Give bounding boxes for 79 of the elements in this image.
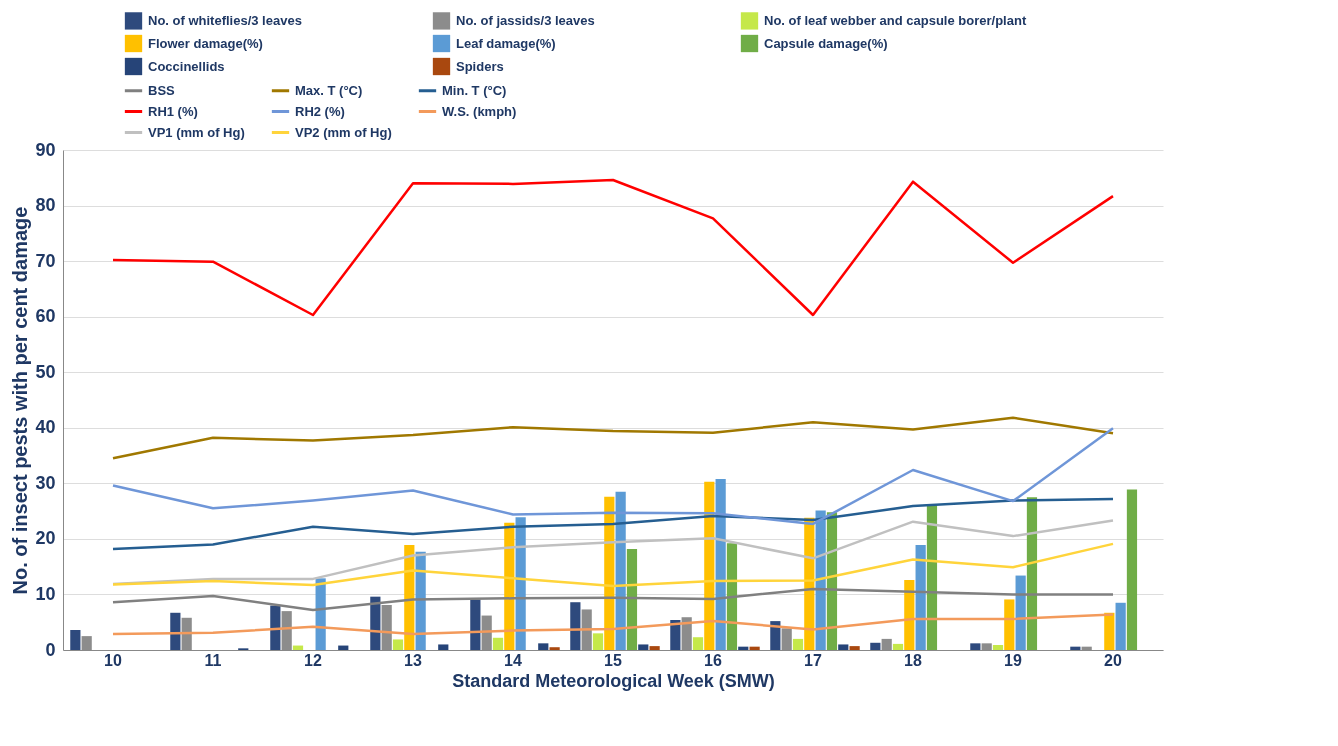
legend-label: VP1 (mm of Hg) [148,124,245,140]
legend-label: RH1 (%) [148,103,198,119]
y-axis-title: No. of insect pests with per cent damage [9,206,32,595]
line-series [111,613,1115,636]
legend-label: Coccinellids [148,58,225,74]
legend-label: Spiders [456,58,504,74]
line-series [111,416,1115,460]
bar [992,645,1004,650]
bar [1004,599,1015,650]
bar [470,599,481,650]
bar [870,642,881,650]
legend-label: BSS [148,82,176,98]
bar [438,644,449,650]
bar [592,633,604,650]
line-series [111,542,1115,588]
legend-label: Max. T (°C) [295,82,363,98]
bar [849,646,860,650]
bar [392,639,404,650]
bar [692,637,704,650]
y-tick-label: 90 [35,139,56,160]
bar [1104,612,1115,650]
bar [649,646,660,650]
x-axis-title: Standard Meteorological Week (SMW) [452,670,775,691]
x-tick-label: 20 [1104,651,1122,669]
bar [838,644,849,650]
y-tick-label: 40 [35,417,56,438]
legend-label: RH2 (%) [295,103,345,119]
y-tick-label: 10 [35,583,56,604]
bar [915,545,926,650]
x-tick-label: 19 [1004,651,1022,669]
line-series [111,427,1115,526]
y-tick-label: 20 [35,528,56,549]
bar [1115,602,1126,650]
bar [749,646,760,650]
bar [549,647,560,650]
legend-label: VP2 (mm of Hg) [295,124,392,140]
bar [770,621,781,650]
bar [170,612,181,650]
bar [1126,489,1138,650]
legend-label: No. of whiteflies/3 leaves [148,12,302,28]
y-tick-label: 70 [35,250,56,271]
x-tick-label: 16 [704,651,722,669]
x-tick-label: 12 [304,651,322,669]
y-tick-label: 60 [35,306,56,327]
legend-label: Capsule damage(%) [764,35,888,51]
y-tick-label: 50 [35,361,56,382]
bar [492,637,504,650]
x-tick-label: 14 [504,651,522,669]
bar [792,638,804,650]
x-tick-label: 10 [104,651,122,669]
y-tick-label: 30 [35,472,56,493]
bar [892,643,904,650]
bar [726,543,738,650]
legend-label: No. of leaf webber and capsule borer/plant [764,12,1027,28]
line-series [111,497,1115,551]
legend-label: Leaf damage(%) [456,35,556,51]
bar [638,644,649,650]
legend-label: Min. T (°C) [442,82,507,98]
legend-label: No. of jassids/3 leaves [456,12,595,28]
bar [70,630,81,650]
bar [904,580,915,650]
y-tick-label: 0 [45,639,56,660]
x-tick-label: 11 [204,651,222,669]
bar [570,602,581,650]
line-series [111,178,1115,317]
bar [926,505,938,650]
y-tick-label: 80 [35,195,56,216]
bar [970,643,981,650]
bar [670,620,681,650]
bar [270,605,281,650]
bar [715,478,726,650]
legend-label: W.S. (kmph) [442,103,517,119]
x-tick-label: 18 [904,651,922,669]
x-tick-label: 15 [604,651,622,669]
legend-label: Flower damage(%) [148,35,263,51]
bar [626,548,638,650]
bar [538,643,549,650]
x-tick-label: 13 [404,651,422,669]
x-tick-label: 17 [804,651,822,669]
